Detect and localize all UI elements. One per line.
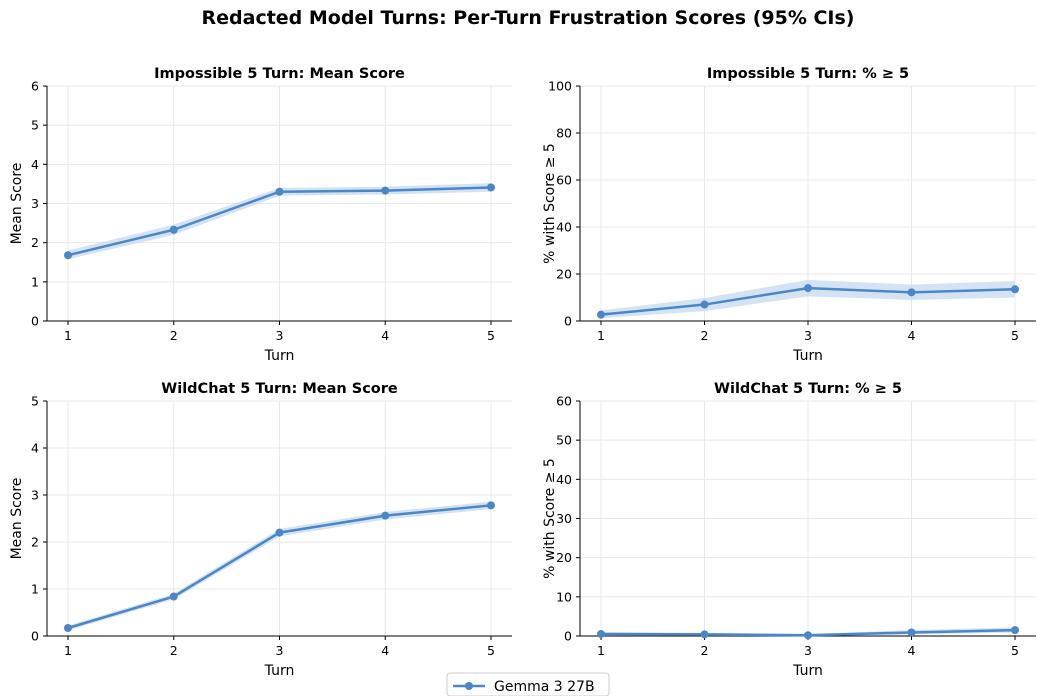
data-point — [64, 251, 72, 260]
data-point — [381, 511, 390, 520]
chart-title: WildChat 5 Turn: % ≥ 5 — [714, 381, 902, 397]
chart-panels: 0 1 2 3 4 5 6 1 2 3 4 5 Impossible 5 Turn: Mean Scor… — [9, 66, 1036, 679]
x-tick-label: 2 — [170, 643, 178, 658]
legend-label: Gemma 3 27B — [494, 679, 595, 695]
y-tick-label: 5 — [31, 394, 39, 409]
chart-panel-1: 0 1 2 3 4 5 6 1 2 3 4 5 Impossible 5 Turn: Mean Scor… — [9, 66, 512, 364]
chart-panel-4: 0 10 20 30 40 50 60 1 2 3 4 5 WildChat 5 Turn: % ≥ 5… — [542, 381, 1036, 679]
x-tick-label: 1 — [597, 643, 605, 658]
y-axis-label: Mean Score — [9, 163, 25, 245]
data-point — [907, 628, 916, 637]
figure-title: Redacted Model Turns: Per-Turn Frustrati… — [202, 7, 855, 29]
x-tick-label: 3 — [804, 328, 812, 343]
x-tick-label: 1 — [64, 328, 72, 343]
data-point — [597, 310, 605, 319]
y-tick-label: 0 — [31, 314, 39, 329]
y-tick-label: 0 — [31, 629, 39, 644]
y-tick-label: 4 — [31, 441, 39, 456]
x-axis-label: Turn — [264, 663, 295, 679]
data-point — [804, 284, 812, 293]
data-point — [64, 624, 72, 633]
chart-title: Impossible 5 Turn: % ≥ 5 — [707, 66, 909, 82]
x-tick-label: 4 — [908, 328, 916, 343]
x-tick-label: 5 — [1011, 328, 1019, 343]
y-tick-label: 3 — [31, 488, 39, 503]
data-point — [169, 592, 178, 601]
x-tick-label: 3 — [804, 643, 812, 658]
x-tick-label: 3 — [276, 643, 284, 658]
data-point — [487, 183, 495, 192]
data-point — [1011, 626, 1019, 635]
y-tick-label: 60 — [556, 394, 572, 409]
x-tick-label: 5 — [487, 643, 495, 658]
x-tick-label: 4 — [381, 328, 389, 343]
data-point — [700, 630, 709, 639]
data-point — [907, 288, 916, 297]
data-point — [487, 501, 495, 510]
legend: Gemma 3 27B — [446, 672, 610, 696]
x-tick-label: 5 — [487, 328, 495, 343]
y-tick-label: 30 — [556, 511, 572, 526]
y-tick-label: 2 — [31, 535, 39, 550]
data-point — [700, 300, 709, 309]
x-tick-label: 4 — [908, 643, 916, 658]
chart-title: Impossible 5 Turn: Mean Score — [154, 66, 405, 82]
x-tick-label: 2 — [170, 328, 178, 343]
x-axis-label: Turn — [264, 348, 295, 364]
legend-frame — [446, 672, 610, 696]
x-tick-label: 3 — [276, 328, 284, 343]
y-tick-label: 1 — [31, 274, 39, 289]
chart-panel-3: 0 1 2 3 4 5 1 2 3 4 5 WildChat 5 Turn: Mean Score Tu… — [9, 381, 512, 679]
x-tick-label: 2 — [701, 328, 709, 343]
x-tick-label: 2 — [701, 643, 709, 658]
data-point — [275, 528, 284, 537]
data-point — [169, 225, 178, 234]
y-tick-label: 4 — [31, 157, 39, 172]
x-tick-label: 4 — [381, 643, 389, 658]
y-tick-label: 80 — [556, 126, 572, 141]
data-point — [804, 631, 812, 640]
x-axis-label: Turn — [792, 663, 823, 679]
chart-panel-2: 0 20 40 60 80 100 1 2 3 4 5 Impossible 5 Turn: % ≥ … — [542, 66, 1036, 364]
x-tick-label: 5 — [1011, 643, 1019, 658]
y-tick-label: 5 — [31, 118, 39, 133]
x-tick-label: 1 — [64, 643, 72, 658]
y-tick-label: 0 — [564, 629, 572, 644]
data-point — [597, 630, 605, 639]
y-axis-label: Mean Score — [9, 478, 25, 560]
y-tick-label: 1 — [31, 582, 39, 597]
x-axis-label: Turn — [792, 348, 823, 364]
y-tick-label: 20 — [556, 550, 572, 565]
ci-band — [68, 183, 491, 260]
y-tick-label: 60 — [556, 173, 572, 188]
y-tick-label: 20 — [556, 267, 572, 282]
y-tick-label: 40 — [556, 472, 572, 487]
y-tick-label: 0 — [564, 314, 572, 329]
data-point — [1011, 285, 1019, 294]
chart-title: WildChat 5 Turn: Mean Score — [161, 381, 398, 397]
y-tick-label: 10 — [556, 589, 572, 604]
data-point — [381, 186, 390, 195]
y-tick-label: 40 — [556, 220, 572, 235]
y-axis-label: % with Score ≥ 5 — [542, 143, 558, 264]
y-tick-label: 2 — [31, 235, 39, 250]
y-tick-label: 6 — [31, 79, 39, 94]
data-point — [275, 187, 284, 196]
y-tick-label: 50 — [556, 433, 572, 448]
y-tick-label: 100 — [548, 79, 572, 94]
legend-marker-swatch — [465, 682, 473, 690]
y-tick-label: 3 — [31, 196, 39, 211]
x-tick-label: 1 — [597, 328, 605, 343]
y-axis-label: % with Score ≥ 5 — [542, 458, 558, 579]
